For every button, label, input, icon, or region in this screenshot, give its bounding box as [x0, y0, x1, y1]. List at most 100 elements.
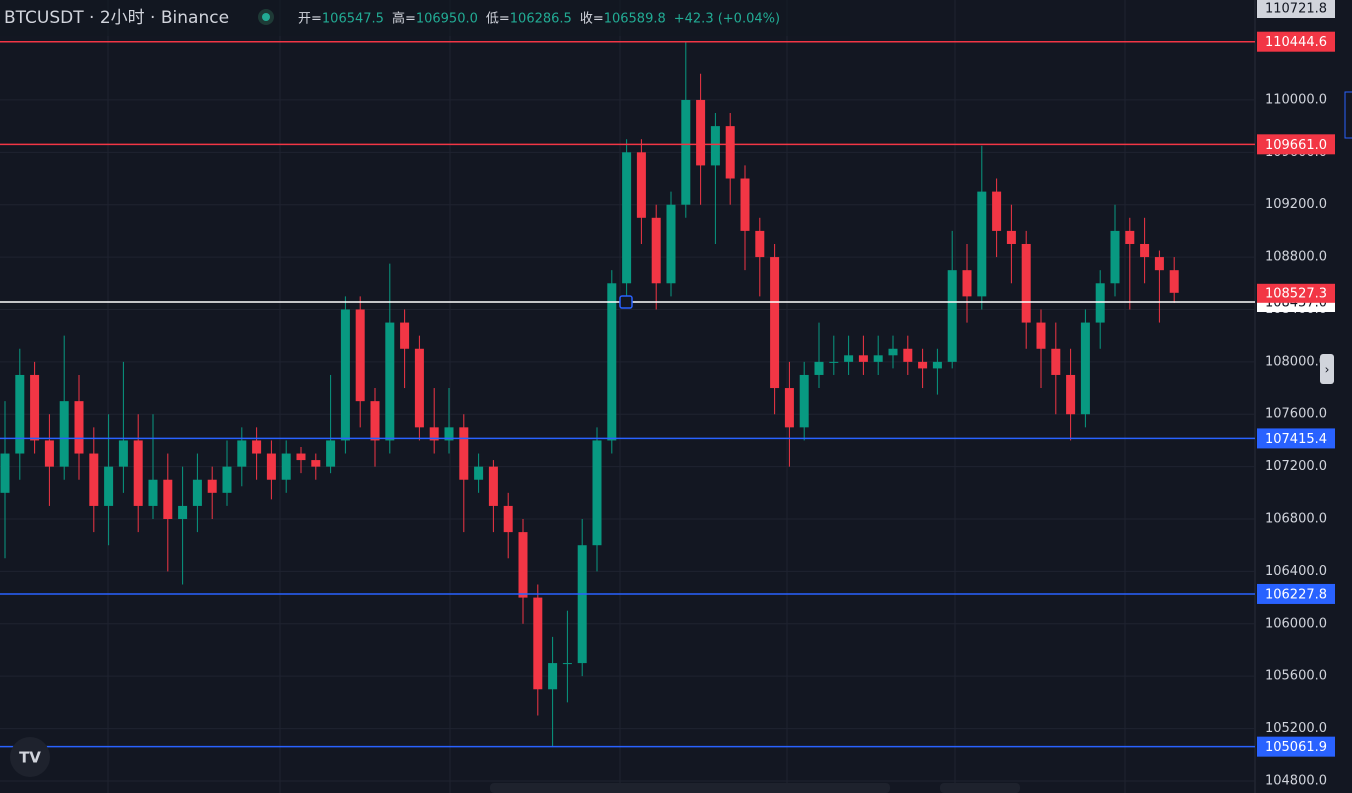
- candle-body: [710, 126, 720, 166]
- level-label-bg: [1257, 736, 1335, 757]
- candle-body: [488, 466, 498, 506]
- candle-body: [340, 309, 350, 441]
- candle-body: [1154, 257, 1164, 271]
- candle-body: [844, 355, 854, 362]
- candle-body: [1140, 243, 1150, 258]
- side-panel[interactable]: [1344, 91, 1352, 139]
- y-tick-label: 106000.0: [1265, 616, 1327, 631]
- candle-body: [104, 466, 114, 506]
- candle-body: [296, 453, 306, 461]
- candle-body: [799, 374, 809, 428]
- y-tick-label: 109200.0: [1265, 197, 1327, 212]
- candle-body: [459, 427, 469, 480]
- y-tick-label: 104800.0: [1265, 773, 1327, 788]
- level-label-bg: [1257, 31, 1335, 52]
- candle-body: [873, 355, 883, 362]
- level-label: 109661.0: [1265, 138, 1327, 153]
- candle-body: [429, 427, 439, 441]
- legend-key: 收=: [580, 12, 604, 27]
- candle-body: [237, 440, 247, 467]
- tv-logo[interactable]: TV: [19, 749, 41, 767]
- candle-body: [918, 361, 928, 369]
- level-label: 110444.6: [1265, 35, 1327, 50]
- candle-body: [44, 440, 54, 467]
- candle-body: [622, 152, 632, 284]
- y-tick-label: 108800.0: [1265, 250, 1327, 265]
- candle-body: [370, 401, 380, 441]
- legend-value: 106589.8: [604, 12, 666, 27]
- legend-key: 低=: [486, 12, 510, 27]
- price-label-bg: [1257, 283, 1335, 303]
- candle-body: [59, 401, 69, 467]
- legend-value: 106547.5: [322, 12, 384, 27]
- candle-body: [977, 191, 987, 297]
- candle-body: [414, 348, 424, 428]
- legend-value: +42.3 (+0.04%): [674, 12, 780, 27]
- candle-body: [740, 178, 750, 231]
- candle-body: [385, 322, 395, 441]
- candle-body: [1066, 374, 1076, 415]
- candle-body: [518, 532, 528, 598]
- candle-body: [207, 479, 217, 493]
- scroll-button[interactable]: [1320, 354, 1334, 384]
- candle-body: [829, 361, 839, 363]
- candle-body: [281, 453, 291, 480]
- candle-body: [548, 663, 558, 690]
- candle-body: [636, 152, 646, 218]
- candle-body: [192, 479, 202, 506]
- candle-body: [1125, 230, 1135, 244]
- candle-body: [474, 466, 484, 480]
- candle-body: [947, 270, 957, 362]
- candle-body: [784, 388, 794, 428]
- legend-value: 106950.0: [416, 12, 478, 27]
- candle-body: [0, 453, 10, 493]
- candle-body: [148, 479, 158, 506]
- candle-body: [503, 505, 513, 533]
- candle-body: [163, 479, 173, 520]
- candle-body: [89, 453, 99, 506]
- candle-body: [311, 460, 321, 467]
- candle-body: [814, 361, 824, 375]
- level-label: 105061.9: [1265, 740, 1327, 755]
- y-tick-label: 107600.0: [1265, 407, 1327, 422]
- candle-body: [1036, 322, 1046, 349]
- tv-logo-bg[interactable]: [10, 737, 50, 777]
- candle-body: [400, 322, 410, 349]
- candle-body: [252, 440, 262, 454]
- status-dot: [262, 13, 270, 21]
- y-tick-label: 105600.0: [1265, 669, 1327, 684]
- candle-body: [577, 545, 587, 664]
- candle-body: [1021, 243, 1031, 323]
- candle-body: [1080, 322, 1090, 415]
- bottom-toolbar-2[interactable]: [940, 783, 1020, 793]
- candle-body: [326, 440, 336, 467]
- candle-body: [1006, 230, 1016, 244]
- level-label: 107415.4: [1265, 432, 1327, 447]
- candle-body: [888, 348, 898, 356]
- candle-body: [15, 374, 25, 454]
- candle-body: [355, 309, 365, 402]
- candle-body: [962, 270, 972, 297]
- candle-body: [651, 217, 661, 284]
- y-tick-label: 108000.0: [1265, 354, 1327, 369]
- legend-key: 开=: [298, 12, 322, 27]
- scroll-arrow[interactable]: ›: [1325, 363, 1330, 377]
- candle-body: [266, 453, 276, 480]
- bottom-toolbar[interactable]: [490, 783, 890, 793]
- candle-body: [770, 257, 780, 389]
- candle-body: [133, 440, 143, 506]
- candle-body: [1095, 283, 1105, 323]
- candle-body: [696, 99, 706, 166]
- candle-body: [30, 374, 40, 441]
- level-label-bg: [1257, 583, 1335, 604]
- candle-body: [562, 663, 572, 665]
- candle-body: [222, 466, 232, 493]
- header-bg: [0, 0, 850, 36]
- candle-body: [1169, 270, 1179, 293]
- legend-key: 高=: [392, 11, 416, 27]
- candle-body: [755, 230, 765, 258]
- candle-body: [74, 401, 84, 454]
- level-label-bg: [1257, 428, 1335, 449]
- candle-body: [444, 427, 454, 441]
